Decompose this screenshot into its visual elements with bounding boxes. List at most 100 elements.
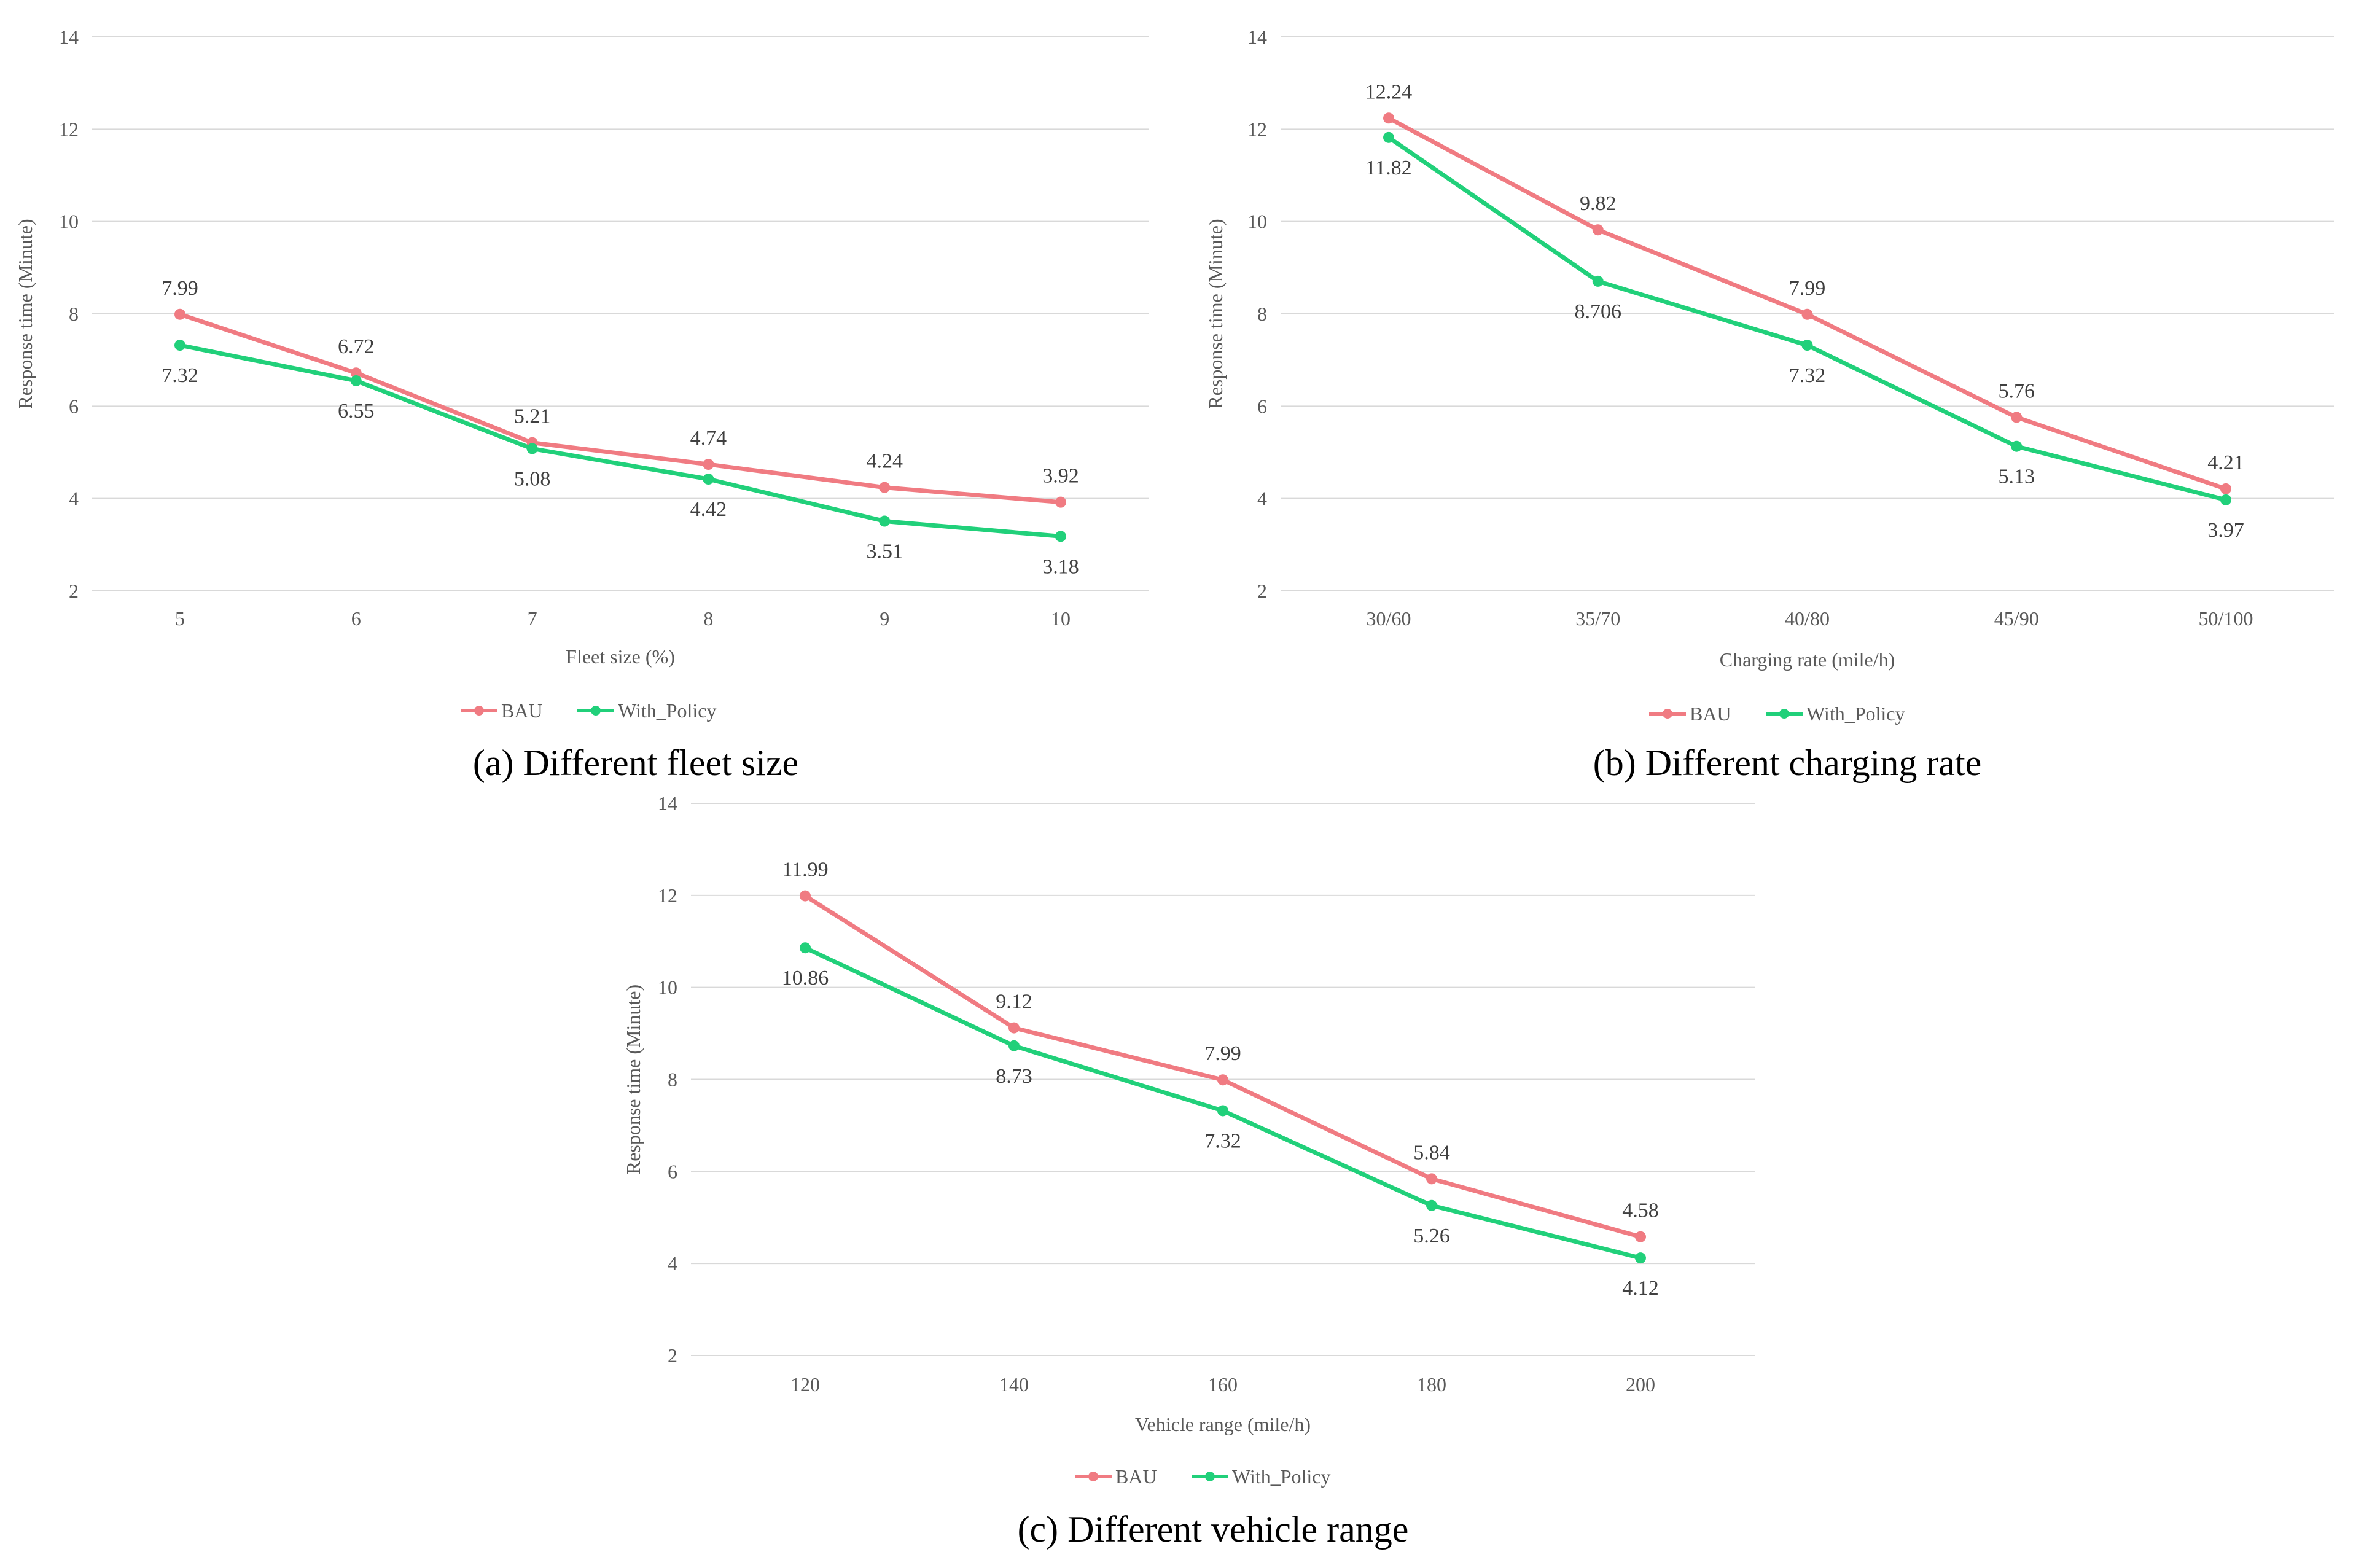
data-point: [1592, 275, 1604, 287]
subfigure-caption: (a) Different fleet size: [473, 743, 798, 783]
legend-label: BAU: [501, 700, 543, 722]
legend-swatch-marker: [1779, 709, 1789, 719]
data-point: [350, 375, 362, 386]
y-tick-label: 14: [59, 26, 79, 48]
data-label: 3.92: [1042, 465, 1079, 488]
y-tick-label: 12: [1247, 118, 1267, 140]
x-tick-label: 180: [1417, 1373, 1446, 1395]
x-tick-label: 10: [1051, 607, 1071, 630]
data-label: 9.12: [996, 991, 1032, 1013]
data-label: 5.84: [1413, 1141, 1450, 1164]
series-line-with-policy: [804, 946, 1641, 1260]
y-tick-label: 6: [69, 395, 79, 417]
data-point: [2220, 483, 2231, 494]
data-point: [1592, 224, 1604, 236]
y-tick-label: 8: [69, 303, 79, 325]
data-point: [526, 443, 538, 454]
legend-label: With_Policy: [1806, 703, 1905, 725]
data-point: [1426, 1199, 1437, 1211]
data-point: [1635, 1252, 1646, 1264]
data-point: [879, 482, 891, 493]
data-point: [174, 340, 185, 351]
data-label: 5.76: [1999, 380, 2035, 402]
chart-charging-rate: 2 4 6 8 10 12 14 30/60 35/70 40/80 45/90 50/100 Char…: [1204, 26, 2334, 783]
data-label: 7.32: [162, 364, 198, 387]
data-label: 4.21: [2207, 451, 2244, 474]
data-point: [703, 459, 714, 470]
y-tick-label: 4: [69, 488, 79, 510]
series-line-bau: [804, 894, 1641, 1239]
legend-label: BAU: [1690, 703, 1731, 725]
legend: BAU With_Policy: [461, 700, 716, 722]
data-label: 3.18: [1042, 555, 1079, 578]
x-tick-label: 120: [790, 1373, 820, 1395]
data-point: [2220, 494, 2231, 505]
data-label: 5.21: [514, 405, 551, 428]
y-tick-label: 12: [658, 884, 677, 907]
x-tick-label: 40/80: [1785, 607, 1830, 630]
data-label: 8.706: [1575, 300, 1622, 323]
data-label: 7.32: [1789, 364, 1826, 387]
x-tick-label: 7: [528, 607, 537, 630]
data-point: [1008, 1022, 1020, 1034]
data-label: 5.08: [514, 467, 551, 490]
subfigure-caption: (b) Different charging rate: [1593, 743, 1982, 783]
data-point: [1426, 1173, 1437, 1185]
subfigure-caption: (c) Different vehicle range: [1018, 1509, 1409, 1550]
y-tick-label: 10: [59, 211, 79, 233]
legend: BAU With_Policy: [1075, 1465, 1330, 1488]
data-label: 7.99: [1204, 1042, 1241, 1065]
legend-swatch-marker: [1088, 1472, 1098, 1481]
data-point: [1055, 496, 1066, 508]
data-label: 4.58: [1622, 1199, 1659, 1222]
y-tick-label: 2: [668, 1344, 677, 1367]
data-point: [800, 942, 811, 954]
data-label: 5.13: [1999, 466, 2035, 488]
data-label: 3.51: [866, 540, 903, 563]
y-tick-label: 2: [1257, 580, 1267, 602]
x-tick-label: 8: [703, 607, 713, 630]
legend-label: With_Policy: [1232, 1465, 1330, 1488]
data-label: 4.42: [690, 498, 727, 521]
legend: BAU With_Policy: [1649, 703, 1905, 725]
x-axis-title: Vehicle range (mile/h): [1135, 1413, 1311, 1435]
data-label: 4.24: [866, 450, 903, 473]
data-label: 7.99: [162, 277, 198, 300]
x-tick-label: 6: [351, 607, 361, 630]
y-tick-label: 14: [658, 792, 677, 814]
data-label: 3.97: [2207, 519, 2244, 542]
data-point: [800, 890, 811, 902]
data-label: 10.86: [782, 967, 829, 989]
y-tick-label: 8: [1257, 303, 1267, 325]
data-point: [350, 367, 362, 379]
legend-label: With_Policy: [618, 700, 716, 722]
data-label: 6.72: [338, 335, 375, 358]
data-point: [1383, 112, 1394, 124]
y-tick-label: 4: [1257, 488, 1267, 510]
y-tick-label: 6: [668, 1160, 677, 1182]
data-point: [2011, 412, 2023, 423]
data-label: 6.55: [338, 400, 375, 423]
y-tick-label: 14: [1247, 26, 1267, 48]
series-line-bau: [1387, 116, 2227, 491]
x-tick-label: 140: [999, 1373, 1029, 1395]
x-tick-label: 5: [175, 607, 185, 630]
series-line-with-policy: [179, 343, 1061, 539]
x-tick-label: 9: [880, 607, 889, 630]
x-axis-title: Fleet size (%): [566, 646, 675, 668]
data-label: 11.82: [1365, 157, 1411, 179]
x-tick-label: 50/100: [2199, 607, 2253, 630]
data-label: 11.99: [782, 859, 828, 881]
data-label: 7.99: [1789, 277, 1826, 300]
y-tick-label: 10: [658, 977, 677, 999]
y-tick-label: 10: [1247, 211, 1267, 233]
y-tick-label: 12: [59, 118, 79, 140]
data-label: 4.74: [690, 427, 727, 450]
y-tick-label: 6: [1257, 395, 1267, 417]
data-label: 9.82: [1580, 192, 1617, 215]
data-point: [1635, 1231, 1646, 1242]
data-point: [1801, 340, 1813, 351]
data-label: 4.12: [1622, 1277, 1659, 1300]
x-tick-label: 45/90: [1994, 607, 2039, 630]
